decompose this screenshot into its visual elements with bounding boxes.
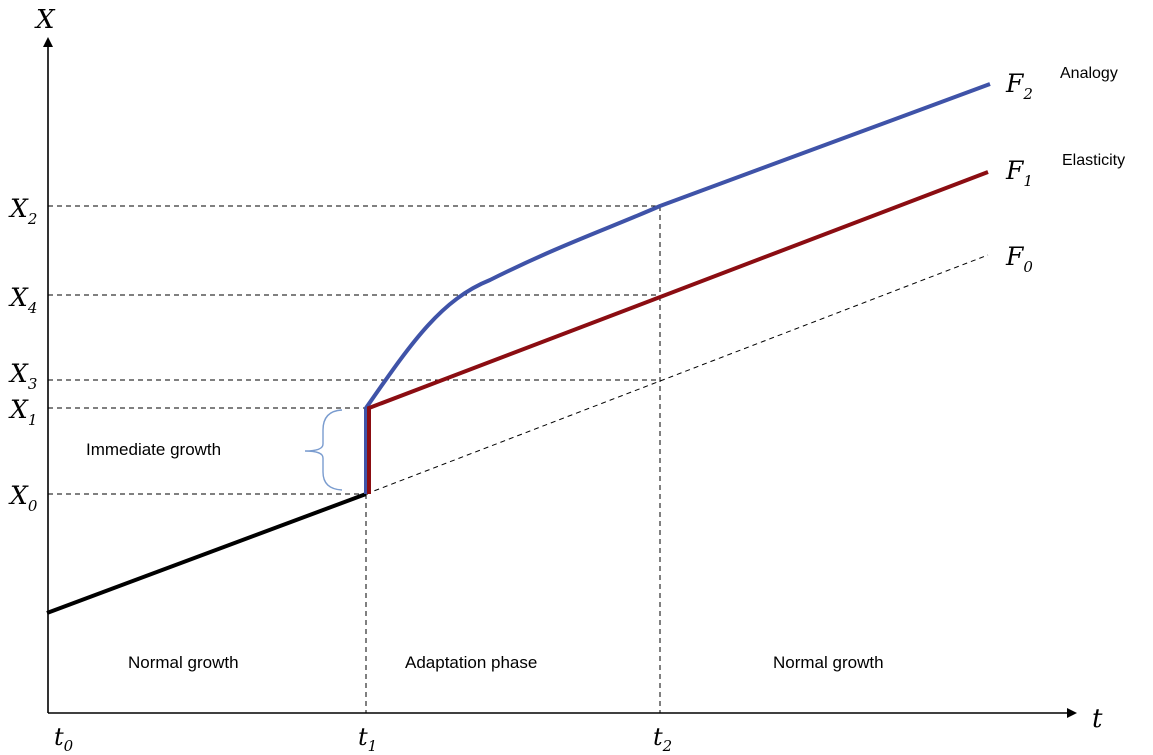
phase-adaptation: Adaptation phase bbox=[405, 653, 537, 672]
phase-normal-growth-1: Normal growth bbox=[128, 653, 239, 672]
normal-growth-line bbox=[46, 492, 367, 615]
vertical-guides bbox=[365, 206, 661, 713]
phase-labels: Normal growth Adaptation phase Normal gr… bbox=[128, 653, 884, 672]
curve-labels: F2 Analogy F1 Elasticity F0 bbox=[1005, 65, 1125, 276]
immediate-growth-brace bbox=[304, 409, 343, 491]
x-tick-t0: t0 bbox=[54, 723, 74, 755]
x-tick-labels: t0 t1 t2 bbox=[54, 723, 672, 755]
f2-name: Analogy bbox=[1060, 65, 1118, 82]
f0-trend-line bbox=[365, 254, 989, 495]
f1-label: F1 bbox=[1005, 156, 1033, 190]
x-tick-t1: t1 bbox=[358, 723, 377, 755]
f2-label: F2 bbox=[1005, 69, 1033, 103]
immediate-growth-label: Immediate growth bbox=[86, 440, 221, 459]
horizontal-guides bbox=[48, 205, 660, 495]
x-tick-t2: t2 bbox=[653, 723, 672, 755]
y-tick-x2: X2 bbox=[8, 194, 37, 228]
x-axis-label: t bbox=[1092, 704, 1103, 734]
f1-elasticity-curve bbox=[367, 170, 989, 494]
f0-label: F0 bbox=[1005, 242, 1033, 276]
f1-name: Elasticity bbox=[1062, 152, 1125, 169]
y-tick-x1: X1 bbox=[8, 395, 37, 429]
y-axis-label: X bbox=[34, 5, 56, 35]
phase-normal-growth-2: Normal growth bbox=[773, 653, 884, 672]
y-tick-x0: X0 bbox=[8, 481, 38, 515]
f2-analogy-curve bbox=[364, 82, 991, 494]
y-tick-x3: X3 bbox=[8, 359, 37, 393]
y-tick-x4: X4 bbox=[8, 283, 37, 317]
y-tick-labels: X2 X4 X3 X1 X0 bbox=[8, 194, 38, 515]
